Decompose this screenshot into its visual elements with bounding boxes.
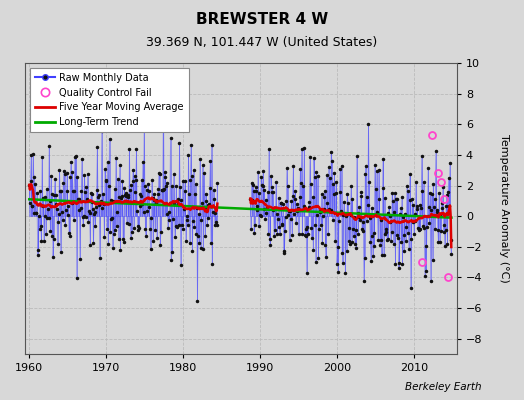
Text: 39.369 N, 101.447 W (United States): 39.369 N, 101.447 W (United States) [146, 36, 378, 49]
Legend: Raw Monthly Data, Quality Control Fail, Five Year Moving Average, Long-Term Tren: Raw Monthly Data, Quality Control Fail, … [30, 68, 189, 132]
Y-axis label: Temperature Anomaly (°C): Temperature Anomaly (°C) [499, 134, 509, 283]
Text: Berkeley Earth: Berkeley Earth [406, 382, 482, 392]
Text: BREWSTER 4 W: BREWSTER 4 W [196, 12, 328, 27]
